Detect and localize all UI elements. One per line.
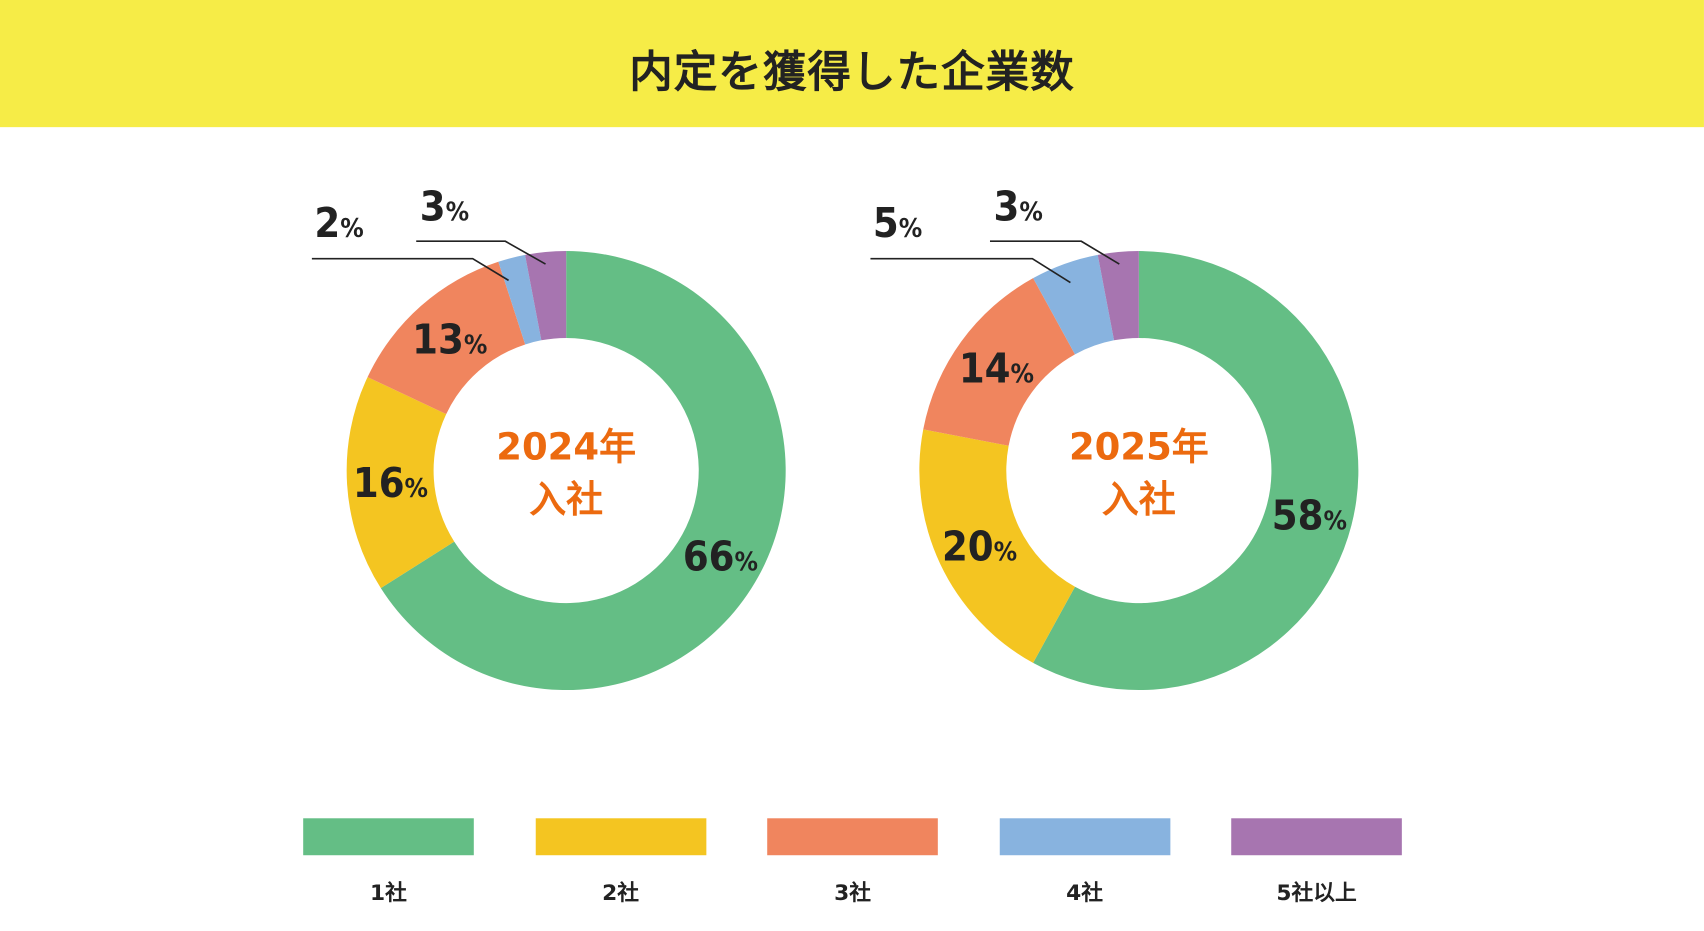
header-banner: 内定を獲得した企業数: [0, 0, 1704, 128]
slice-5社以上: [1097, 251, 1139, 341]
data-label-4社: 5%: [873, 199, 922, 247]
slice-5社以上: [525, 251, 567, 341]
slice-2社: [346, 377, 455, 589]
data-label-3社: 14%: [959, 344, 1034, 392]
legend-label: 2社: [602, 879, 639, 906]
data-label-1社: 58%: [1272, 492, 1347, 540]
slice-1社: [1033, 251, 1359, 691]
legend-swatch: [535, 818, 706, 856]
leader-line: [416, 240, 546, 265]
page-title: 内定を獲得した企業数: [629, 47, 1075, 98]
data-label-1社: 66%: [683, 533, 758, 581]
legend-label: 1社: [370, 879, 407, 906]
leader-line: [311, 257, 509, 282]
data-label-4社: 2%: [314, 199, 363, 247]
slice-3社: [923, 278, 1075, 446]
leader-line: [870, 257, 1071, 284]
center-label: 2024年: [496, 426, 636, 469]
data-label-5社以上: 3%: [420, 183, 469, 231]
slice-3社: [367, 261, 526, 415]
center-label: 入社: [529, 478, 603, 521]
data-label-2社: 20%: [942, 523, 1017, 571]
legend-label: 3社: [834, 879, 871, 906]
slice-1社: [380, 251, 786, 691]
legend-swatch: [767, 818, 938, 856]
data-label-2社: 16%: [353, 459, 428, 507]
leader-line: [989, 240, 1120, 265]
legend-label: 4社: [1066, 879, 1103, 906]
legend-swatch: [1231, 818, 1402, 856]
data-label-3社: 13%: [412, 316, 487, 364]
data-label-5社以上: 3%: [994, 183, 1043, 231]
slice-4社: [498, 254, 542, 345]
center-label: 入社: [1102, 478, 1176, 521]
slice-2社: [919, 429, 1075, 663]
center-label: 2025年: [1069, 426, 1209, 469]
legend-swatch: [303, 818, 474, 856]
legend-label: 5社以上: [1276, 879, 1357, 906]
legend-swatch: [999, 818, 1170, 856]
slice-4社: [1033, 254, 1115, 355]
